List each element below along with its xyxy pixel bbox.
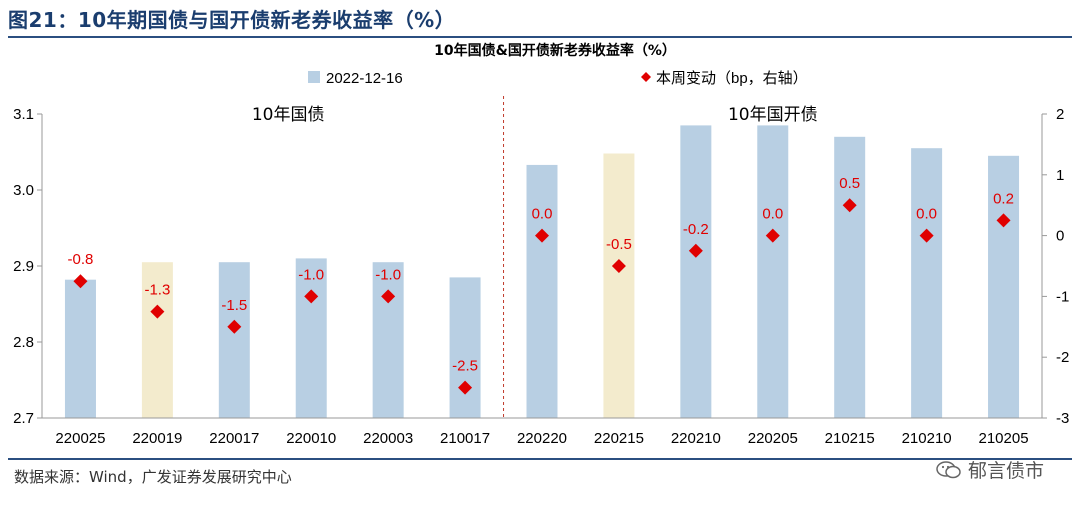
category-label: 220220 [517,430,567,447]
bar-220025 [64,279,96,418]
change-label: -1.0 [375,266,401,283]
footer-rule [8,458,1072,460]
change-marker-220019 [150,304,165,319]
legend-bar-swatch [308,71,320,83]
bar-220220 [526,164,558,418]
change-marker-220025 [73,274,88,289]
bar-210210 [911,148,943,418]
right-tick-label: 0 [1056,228,1064,245]
left-tick-label: 3.1 [13,106,34,123]
category-label: 220205 [748,430,798,447]
category-label: 220210 [671,430,721,447]
bar-220010 [295,258,327,418]
bar-220215 [603,153,635,418]
change-label: -2.5 [452,358,478,375]
group-label: 10年国债 [252,105,325,125]
left-tick-label: 3.0 [13,182,34,199]
watermark-text: 郁言债市 [967,460,1044,482]
bar-220003 [372,262,404,418]
bar-220205 [757,125,789,419]
category-label: 220025 [55,430,105,447]
bar-210205 [988,155,1020,419]
source-note: 数据来源：Wind，广发证券发展研究中心 [14,468,292,486]
change-marker-220017 [227,319,242,334]
bar-220019 [141,262,173,418]
chart: 10年国债&国开债新老券收益率（%） 2022-12-16 本周变动（bp，右轴… [13,42,1069,447]
legend-scatter-label: 本周变动（bp，右轴） [656,70,808,87]
legend-diamond-swatch [641,72,651,82]
bar-220210 [680,125,712,419]
change-marker-220210 [688,243,703,258]
group-label: 10年国开债 [728,105,818,125]
category-label: 210210 [902,430,952,447]
category-label: 220215 [594,430,644,447]
category-label: 220010 [286,430,336,447]
category-label: 220003 [363,430,413,447]
change-marker-220205 [765,228,780,243]
change-label: 0.0 [532,206,553,223]
right-tick-label: -3 [1056,410,1069,427]
change-marker-210215 [842,198,857,213]
title-rule [8,36,1072,38]
left-tick-label: 2.9 [13,258,34,275]
change-marker-220220 [535,228,549,243]
category-label: 210205 [979,430,1029,447]
change-marker-220010 [304,289,319,304]
bar-220017 [218,262,250,418]
bar-210017 [449,277,481,418]
change-label: 0.0 [916,206,937,223]
wechat-icon [936,460,961,478]
change-marker-210205 [996,213,1011,228]
left-tick-label: 2.8 [13,334,34,351]
bar-210215 [834,136,866,419]
plot-area: 2.7 2.8 2.9 3.0 3.1 -3 -2 -1 0 1 2 220025 220019 2200… [13,96,1069,447]
change-marker-220003 [381,289,396,304]
legend-bar-label: 2022-12-16 [326,70,403,87]
change-label: -0.5 [606,236,632,253]
change-label: -1.5 [221,297,247,314]
right-tick-label: 1 [1056,167,1064,184]
category-label: 210017 [440,430,490,447]
legend: 2022-12-16 本周变动（bp，右轴） [308,70,808,87]
category-label: 220017 [209,430,259,447]
change-label: 0.0 [762,206,783,223]
figure-title: 图21：10年期国债与国开债新老券收益率（%） [8,8,456,32]
left-tick-label: 2.7 [13,410,34,427]
change-label: -1.3 [144,282,170,299]
category-label: 210215 [825,430,875,447]
change-marker-220215 [611,259,626,273]
category-label: 220019 [132,430,182,447]
chart-title: 10年国债&国开债新老券收益率（%） [434,42,676,59]
right-tick-label: 2 [1056,106,1064,123]
change-label: -1.0 [298,266,324,283]
change-marker-210210 [919,228,934,243]
change-label: -0.2 [683,221,709,238]
change-label: 0.5 [839,175,860,192]
change-marker-210017 [458,380,473,395]
watermark: 郁言债市 [936,456,1044,483]
right-tick-label: -1 [1056,288,1069,305]
change-label: -0.8 [68,251,94,268]
right-tick-label: -2 [1056,349,1069,366]
change-label: 0.2 [993,190,1014,207]
